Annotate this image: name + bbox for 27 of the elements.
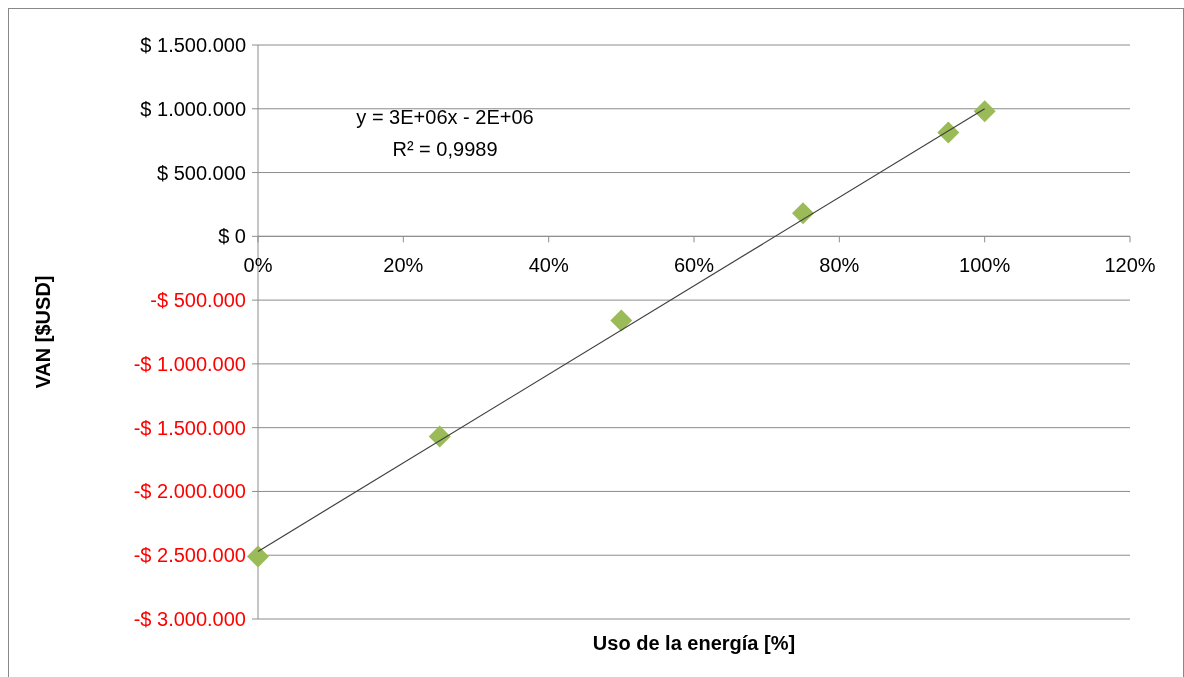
y-tick-label: -$ 1.500.000: [133, 416, 246, 439]
y-tick-label: -$ 2.000.000: [133, 480, 246, 503]
y-tick-label: $ 1.500.000: [140, 34, 246, 56]
point: [428, 425, 451, 448]
x-tick-label: 120%: [1104, 254, 1156, 277]
y-tick-label: $ 0: [218, 225, 246, 248]
point: [247, 545, 269, 568]
point: [937, 121, 960, 144]
x-tick-label: 0%: [243, 254, 273, 277]
x-tick-label: 40%: [528, 254, 569, 277]
annotation: R² = 0,9989: [392, 138, 498, 160]
x-tick-label: 80%: [819, 254, 860, 277]
y-tick-label: $ 1.000.000: [140, 97, 246, 120]
y-tick-label: -$ 2.500.000: [133, 544, 246, 567]
point: [610, 309, 633, 332]
x-tick-label: 100%: [959, 254, 1011, 277]
annotation: y = 3E+06x - 2E+06: [356, 106, 534, 128]
y-tick-label: -$ 500.000: [150, 289, 246, 312]
x-axis-title: Uso de la energía [%]: [592, 632, 796, 654]
y-axis-title: VAN [$USD]: [32, 275, 54, 389]
x-tick-label: 60%: [673, 254, 715, 277]
point: [973, 100, 996, 123]
y-tick-label: $ 500.000: [157, 161, 246, 184]
point: [792, 202, 814, 225]
y-tick-label: -$ 1.000.000: [133, 352, 246, 375]
y-tick-label: -$ 3.000.000: [133, 608, 246, 630]
x-tick-label: 20%: [383, 254, 424, 277]
